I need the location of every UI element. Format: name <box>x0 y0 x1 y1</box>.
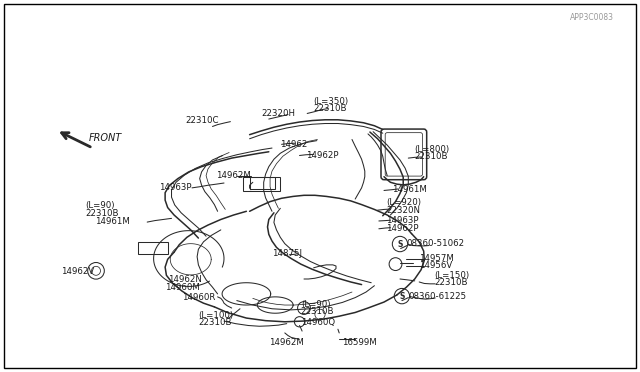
Text: 22320N: 22320N <box>386 206 420 215</box>
Text: 08360-61225: 08360-61225 <box>408 292 467 301</box>
Text: 14956V: 14956V <box>419 262 452 270</box>
Text: (L=800): (L=800) <box>415 145 450 154</box>
Bar <box>250 177 275 189</box>
Text: FRONT: FRONT <box>88 134 122 143</box>
Text: 14962V: 14962V <box>61 267 94 276</box>
Text: 14962: 14962 <box>280 140 308 149</box>
Text: 14875J: 14875J <box>272 249 302 258</box>
Text: (L=150): (L=150) <box>434 271 469 280</box>
Text: S: S <box>397 240 403 248</box>
Text: 22310B: 22310B <box>434 278 467 287</box>
Bar <box>138 242 168 254</box>
Text: 14962P: 14962P <box>306 151 339 160</box>
Text: 14963P: 14963P <box>386 216 419 225</box>
Text: 14960R: 14960R <box>182 293 216 302</box>
Text: 22310B: 22310B <box>198 318 232 327</box>
Text: 14960Q: 14960Q <box>301 318 335 327</box>
Text: 22310B: 22310B <box>85 209 118 218</box>
Text: 08360-51062: 08360-51062 <box>406 239 465 248</box>
Text: 14962M: 14962M <box>216 171 251 180</box>
Text: 14963P: 14963P <box>159 183 191 192</box>
Text: 14962M: 14962M <box>269 338 303 347</box>
Text: 14961M: 14961M <box>392 185 426 194</box>
Text: 22320H: 22320H <box>261 109 295 118</box>
Text: (L=350): (L=350) <box>314 97 349 106</box>
Text: S: S <box>399 292 404 301</box>
Text: 14962P: 14962P <box>386 224 419 232</box>
Text: 22310B: 22310B <box>415 153 448 161</box>
Text: 22310B: 22310B <box>314 105 347 113</box>
Text: APP3C0083: APP3C0083 <box>570 13 614 22</box>
Text: (L=100): (L=100) <box>198 311 234 320</box>
Text: 22310C: 22310C <box>186 116 219 125</box>
Text: (L=90): (L=90) <box>85 201 115 210</box>
Text: (L=920): (L=920) <box>386 198 421 207</box>
Bar <box>243 177 280 191</box>
Text: 14962N: 14962N <box>168 275 202 283</box>
Text: 16599M: 16599M <box>342 338 377 347</box>
Text: 22310B: 22310B <box>301 307 334 316</box>
Text: 14957M: 14957M <box>419 254 454 263</box>
Text: 14961M: 14961M <box>95 217 129 226</box>
Text: (L=90): (L=90) <box>301 300 330 309</box>
Text: 14960M: 14960M <box>165 283 200 292</box>
